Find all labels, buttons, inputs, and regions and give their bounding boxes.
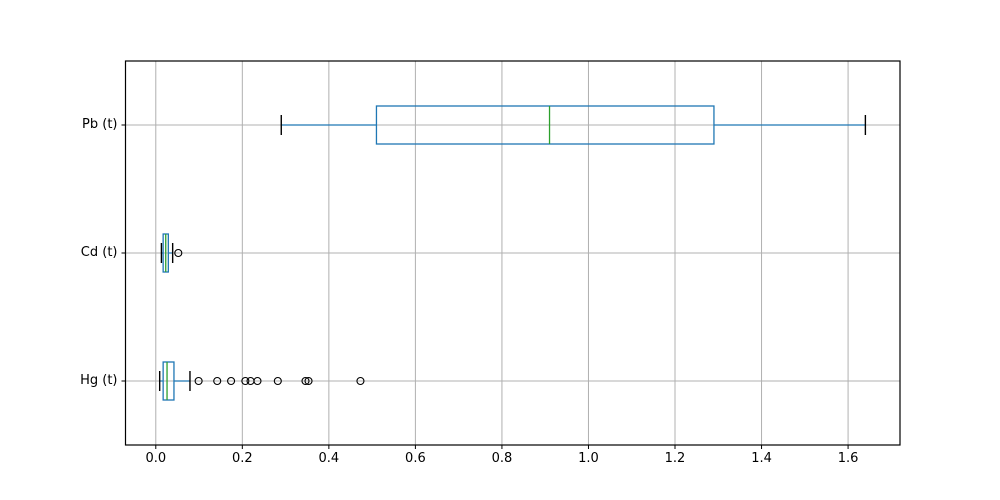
x-tick-label: 1.6 xyxy=(837,451,859,466)
y-tick-label: Hg (t) xyxy=(80,373,118,388)
x-tick-label: 1.2 xyxy=(664,451,686,466)
outlier-point xyxy=(194,376,203,386)
x-tick-label: 1.4 xyxy=(751,451,772,466)
x-tick-label: 0.6 xyxy=(405,451,426,466)
y-tick-label: Pb (t) xyxy=(82,117,118,132)
x-tick-label: 1.0 xyxy=(578,451,599,466)
outlier-point xyxy=(253,376,262,386)
x-tick-label: 0.2 xyxy=(231,451,253,466)
iqr-box xyxy=(162,361,175,401)
outlier-point xyxy=(227,376,236,386)
outlier-point xyxy=(304,376,313,386)
outlier-point xyxy=(241,376,250,386)
outlier-point xyxy=(301,376,310,386)
x-tick-label: 0.0 xyxy=(145,451,167,466)
outlier-point xyxy=(273,376,282,386)
outlier-point xyxy=(174,248,183,258)
iqr-box xyxy=(375,105,715,145)
x-tick-label: 0.8 xyxy=(491,451,513,466)
y-tick-label: Cd (t) xyxy=(80,245,118,260)
outlier-point xyxy=(356,376,365,386)
x-tick-label: 0.4 xyxy=(318,451,340,466)
outlier-point xyxy=(213,376,222,386)
